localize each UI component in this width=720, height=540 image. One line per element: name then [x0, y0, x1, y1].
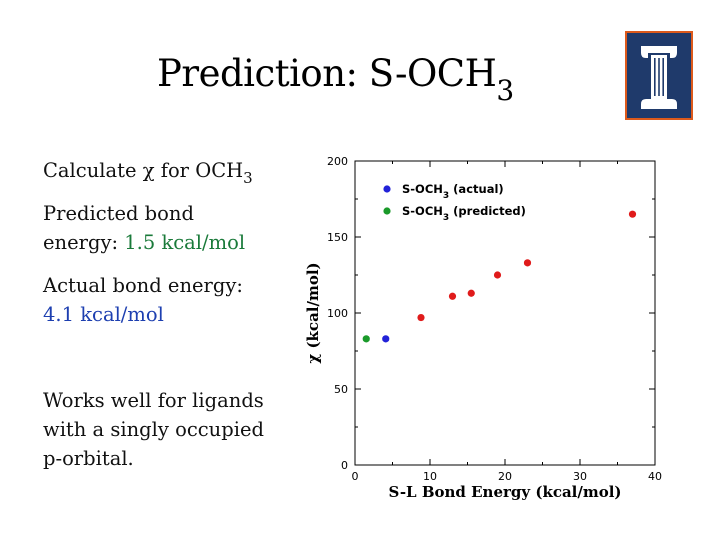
bullet-2-line-1: Predicted bond	[43, 202, 194, 225]
y-axis-title: χ (kcal/mol)	[304, 262, 322, 363]
x-tick-label: 20	[498, 470, 512, 483]
predicted-energy-value: 1.5 kcal/mol	[124, 231, 246, 254]
bullet-1-mid: for OCH	[154, 159, 244, 182]
y-tick-label: 0	[341, 459, 348, 472]
x-tick-label: 10	[423, 470, 437, 483]
x-tick-label: 0	[352, 470, 359, 483]
legend-label: S-OCH3 (predicted)	[402, 204, 526, 223]
slide-title: Prediction: S-OCH3	[157, 52, 514, 105]
data-point-series-0	[628, 210, 637, 218]
legend-marker	[383, 185, 391, 193]
bullet-4-line-3: p-orbital.	[43, 447, 134, 470]
chart-svg: 0 10 20 30 40 0 50 100 150 200 S-OCH3 (actual) S-O…	[304, 155, 662, 501]
bullet-3-line-1: Actual bond energy:	[43, 274, 243, 297]
y-tick-label: 200	[327, 155, 348, 168]
actual-energy-value: 4.1 kcal/mol	[43, 303, 164, 326]
data-point-series-2	[362, 335, 370, 343]
x-tick-label: 40	[648, 470, 662, 483]
data-point-series-0	[523, 259, 532, 267]
bullet-works-well: Works well for ligands with a singly occ…	[43, 386, 264, 473]
data-point-series-0	[417, 313, 425, 322]
bullet-2-line-2: energy:	[43, 231, 125, 254]
legend-label: S-OCH3 (actual)	[402, 182, 504, 201]
bullet-4-line-1: Works well for ligands	[43, 389, 264, 412]
y-tick-label: 50	[334, 383, 348, 396]
data-point-series-0	[448, 292, 457, 300]
scatter-chart: 0 10 20 30 40 0 50 100 150 200 S-OCH3 (actual) S-O…	[298, 148, 670, 510]
title-text: Prediction: S-OCH	[157, 52, 497, 95]
bullet-1-prefix: Calculate	[43, 159, 143, 182]
bullet-4-line-2: with a singly occupied	[43, 418, 264, 441]
chi-symbol: χ	[142, 159, 155, 182]
title-subscript: 3	[496, 74, 514, 107]
x-axis-title: S-L Bond Energy (kcal/mol)	[388, 483, 621, 501]
y-tick-label: 150	[327, 231, 348, 244]
bullet-predicted-energy: Predicted bond energy: 1.5 kcal/mol	[43, 199, 245, 257]
university-logo	[625, 31, 693, 120]
bullet-calculate-chi: Calculate χ for OCH3	[43, 156, 253, 187]
x-tick-label: 30	[573, 470, 587, 483]
data-point-series-0	[493, 271, 502, 279]
bullet-actual-energy: Actual bond energy: 4.1 kcal/mol	[43, 271, 243, 329]
data-point-series-1	[382, 335, 390, 343]
y-tick-label: 100	[327, 307, 348, 320]
column-icon	[641, 46, 677, 109]
data-point-series-0	[467, 289, 475, 297]
legend-marker	[383, 207, 391, 215]
bullet-1-subscript: 3	[243, 169, 253, 187]
